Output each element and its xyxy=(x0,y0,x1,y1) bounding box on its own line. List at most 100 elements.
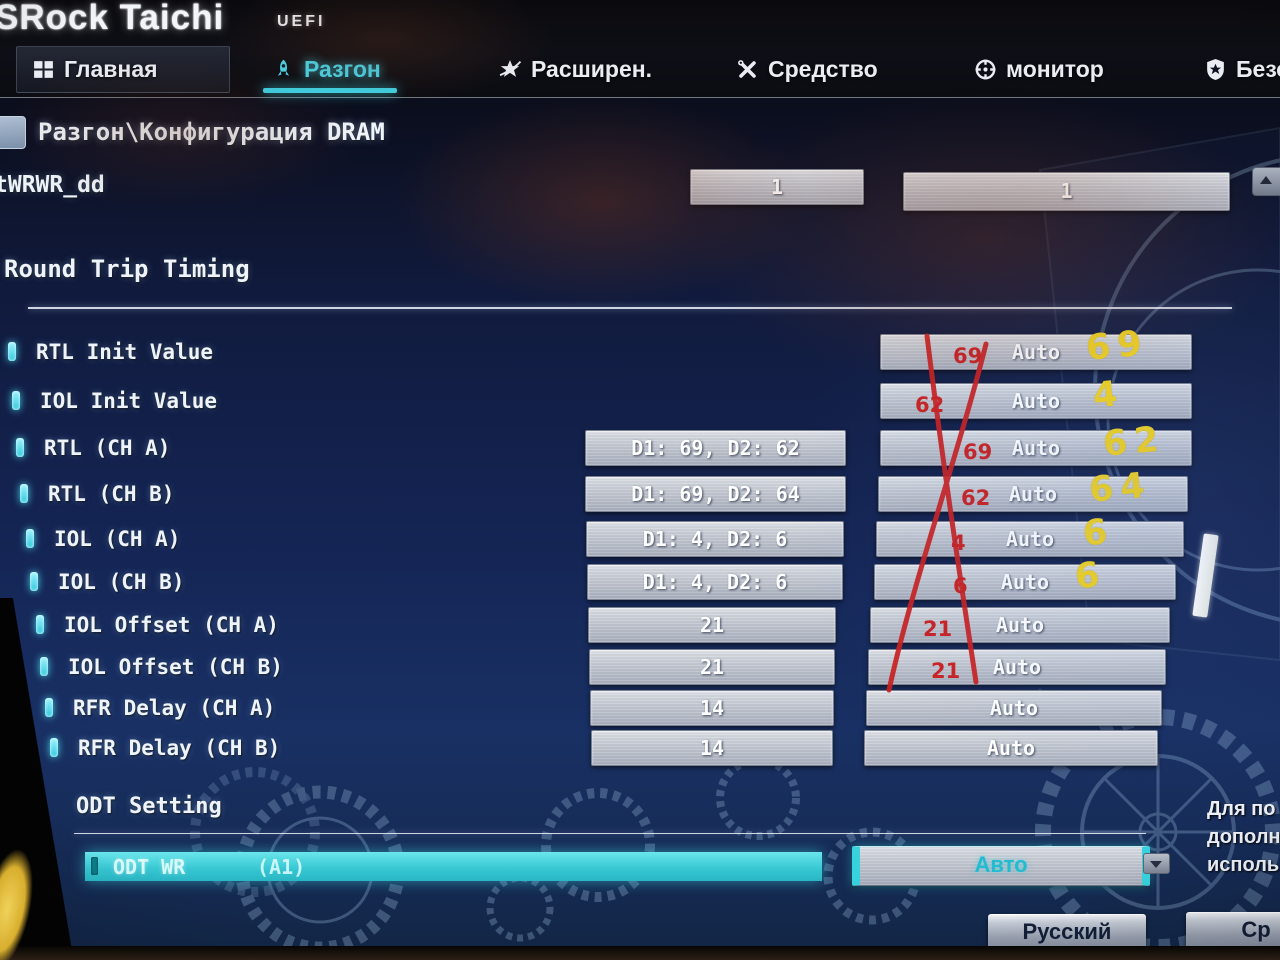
red-annotation: 69 xyxy=(953,344,983,368)
twrwr-value-box-2[interactable]: 1 xyxy=(903,172,1230,211)
monitor-icon xyxy=(975,59,996,79)
setting-current-value: D1: 4, D2: 6 xyxy=(586,521,844,557)
tab-main-panel xyxy=(16,46,230,93)
twrwr-value-box-1[interactable]: 1 xyxy=(690,169,864,205)
setting-bullet-icon xyxy=(8,342,16,361)
monitor-bezel-bottom xyxy=(0,946,1280,960)
yellow-annotation: 64 xyxy=(1087,465,1154,511)
asrock-taichi-logo: SRock Taichi xyxy=(0,0,225,37)
setting-row: IOL (CH B) D1: 4, D2: 6 Auto 6 6 xyxy=(0,555,1280,604)
setting-current-value: 21 xyxy=(589,649,835,685)
setting-label: IOL (CH A) xyxy=(54,527,181,551)
setting-bullet-icon xyxy=(50,738,58,757)
tools-icon xyxy=(738,59,756,78)
tab-label: Безо xyxy=(1236,55,1280,82)
setting-row: RTL Init Value Auto 69 69 xyxy=(0,323,1280,374)
tab-security[interactable]: Безо xyxy=(1204,52,1280,86)
uefi-label: UEFI xyxy=(277,13,326,30)
setting-value-text: Auto xyxy=(1000,570,1050,594)
breadcrumb: Разгон\Конфигурация DRAM xyxy=(38,118,385,146)
tab-advanced[interactable]: Расширен. xyxy=(498,52,652,86)
setting-value-text: Auto xyxy=(992,655,1042,679)
rocket-icon xyxy=(277,59,290,76)
red-annotation: 6 xyxy=(953,574,968,598)
red-annotation: 21 xyxy=(923,617,953,641)
setting-current-value: D1: 4, D2: 6 xyxy=(587,564,843,600)
setting-current-value: D1: 69, D2: 62 xyxy=(585,430,846,466)
help-line: использ xyxy=(1207,854,1280,876)
setting-bullet-icon xyxy=(20,484,28,503)
setting-label: IOL Offset (CH A) xyxy=(64,613,279,637)
setting-row: RTL (CH B) D1: 69, D2: 64 Auto 62 64 xyxy=(0,465,1280,516)
tab-tool[interactable]: Средство xyxy=(736,52,878,86)
yellow-annotation: 6 xyxy=(1081,511,1117,555)
setting-current-value: D1: 69, D2: 64 xyxy=(585,476,846,512)
setting-value-button[interactable]: Auto 69 69 xyxy=(880,323,1192,370)
tab-main[interactable]: Главная xyxy=(32,52,158,86)
setting-value-button[interactable]: Auto 62 4 xyxy=(880,374,1192,419)
odt-section-title: ODT Setting xyxy=(76,794,222,819)
setting-row: IOL (CH A) D1: 4, D2: 6 Auto 4 6 xyxy=(0,512,1280,561)
odt-wr-value-dropdown[interactable]: Авто xyxy=(852,846,1150,886)
setting-label: IOL (CH B) xyxy=(58,570,185,594)
setting-value-text: Auto xyxy=(1011,389,1061,413)
setting-bullet-icon xyxy=(40,657,48,676)
setting-label: RTL Init Value xyxy=(36,340,214,364)
tab-label: монитор xyxy=(1006,55,1104,82)
grid-icon xyxy=(34,60,53,78)
setting-row: RFR Delay (CH A) 14 Auto xyxy=(0,690,1280,730)
setting-value-button[interactable]: Auto xyxy=(864,730,1158,766)
setting-label: IOL Init Value xyxy=(40,389,218,413)
setting-bullet-icon xyxy=(45,698,53,717)
red-annotation: 69 xyxy=(963,440,993,464)
setting-bullet-icon xyxy=(36,615,44,634)
shield-icon xyxy=(1207,58,1224,80)
setting-value-text: Auto xyxy=(989,696,1039,720)
language-button[interactable]: Русский xyxy=(988,914,1146,951)
selected-row-label: ODT WR xyxy=(113,855,186,879)
setting-value-text: Auto xyxy=(1011,436,1061,460)
setting-value-button[interactable]: Auto 69 62 xyxy=(880,419,1192,466)
red-annotation: 62 xyxy=(961,486,991,510)
setting-current-value: 14 xyxy=(590,690,834,726)
yellow-annotation: 4 xyxy=(1091,373,1127,417)
tab-oc-tweaker[interactable]: Разгон xyxy=(272,52,381,86)
setting-label: RFR Delay (CH B) xyxy=(78,736,281,760)
setting-value-button[interactable]: Auto xyxy=(866,690,1162,726)
yellow-annotation: 6 xyxy=(1073,554,1109,598)
yellow-annotation: 69 xyxy=(1084,323,1151,369)
scroll-up-button[interactable] xyxy=(1252,167,1280,196)
red-annotation: 62 xyxy=(915,393,945,417)
section-divider xyxy=(28,307,1232,309)
setting-value-button[interactable]: Auto 4 6 xyxy=(876,512,1184,557)
top-bar: SRock Taichi UEFI Главная Разгон Ра xyxy=(0,0,1280,98)
selected-row-suffix: (A1) xyxy=(257,855,306,879)
dropdown-arrow-button[interactable] xyxy=(1143,853,1170,874)
setting-bullet-icon xyxy=(91,857,98,875)
setting-row: IOL Offset (CH A) 21 Auto 21 xyxy=(0,607,1280,647)
setting-bullet-icon xyxy=(26,529,34,548)
odt-divider xyxy=(74,833,1146,834)
selected-row-odt-wr[interactable]: ODT WR (A1) xyxy=(85,852,822,881)
setting-label: RFR Delay (CH A) xyxy=(73,696,276,720)
setting-value-button[interactable]: Auto 6 6 xyxy=(874,555,1176,600)
setting-bullet-icon xyxy=(12,391,20,410)
help-line: Для по xyxy=(1207,798,1276,820)
yellow-annotation: 62 xyxy=(1101,419,1168,465)
section-title: Round Trip Timing xyxy=(4,255,250,283)
setting-value-button[interactable]: Auto 62 64 xyxy=(878,465,1188,512)
tab-label: Расширен. xyxy=(531,55,653,82)
folder-icon xyxy=(0,116,26,149)
setting-value-button[interactable]: Auto 21 xyxy=(870,607,1170,643)
tab-label: Средство xyxy=(768,55,878,82)
setting-current-value: 21 xyxy=(588,607,836,643)
star-icon xyxy=(499,59,522,77)
setting-row: RTL (CH A) D1: 69, D2: 62 Auto 69 62 xyxy=(0,419,1280,470)
partial-footer-button[interactable]: Ср xyxy=(1186,912,1280,949)
tab-hw-monitor[interactable]: монитор xyxy=(974,52,1104,86)
setting-value-button[interactable]: Auto 21 xyxy=(868,649,1166,685)
setting-value-text: Auto xyxy=(1005,527,1055,551)
